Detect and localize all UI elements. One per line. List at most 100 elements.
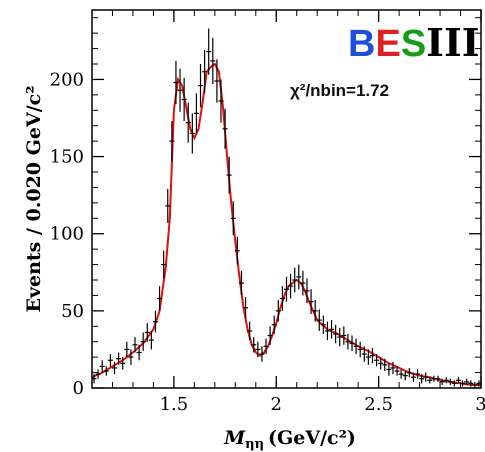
data-point	[435, 375, 441, 382]
data-point	[374, 354, 380, 367]
data-point	[365, 349, 371, 365]
data-point	[394, 366, 400, 376]
data-point	[140, 332, 146, 351]
data-point	[419, 374, 425, 384]
chi2-annotation: χ²/nbin=1.72	[290, 81, 389, 100]
plot-frame	[91, 9, 482, 389]
x-tick-label: 1.5	[160, 394, 189, 415]
data-point	[312, 300, 318, 322]
data-point	[337, 327, 343, 347]
axis-ticks	[91, 10, 482, 389]
data-point	[275, 300, 281, 322]
data-point	[243, 296, 249, 319]
data-point	[263, 338, 269, 355]
data-point	[165, 188, 171, 223]
data-point	[304, 278, 310, 304]
data-point	[247, 321, 253, 341]
data-point	[386, 363, 392, 376]
data-point	[472, 381, 478, 388]
data-point	[329, 320, 335, 339]
x-tick-label: 2	[271, 394, 282, 415]
fit-layer	[91, 62, 481, 386]
data-point	[460, 380, 466, 387]
data-point	[234, 236, 240, 265]
data-point	[255, 341, 261, 358]
data-point	[214, 59, 220, 103]
data-point	[369, 347, 375, 364]
data-point	[410, 372, 416, 382]
data-point	[296, 264, 302, 290]
fit-curve	[91, 62, 481, 386]
logo-letter-e: E	[375, 23, 400, 65]
data-point	[210, 37, 216, 85]
data-point	[169, 121, 175, 162]
data-points-layer	[91, 28, 482, 388]
x-axis-title-sub: ηη	[245, 437, 264, 452]
data-point	[316, 309, 322, 331]
data-point	[222, 108, 228, 149]
logo-letter-b: B	[348, 23, 375, 65]
data-point	[185, 102, 191, 143]
logo-letters-iii: III	[426, 20, 479, 65]
data-point	[464, 378, 470, 385]
data-point	[324, 321, 330, 341]
data-point	[181, 77, 187, 122]
x-axis-title-unit: (GeV/c²)	[268, 427, 356, 449]
data-point	[230, 201, 236, 236]
data-point	[447, 378, 453, 385]
data-point	[112, 361, 118, 375]
data-point	[341, 326, 347, 345]
y-tick-label: 200	[50, 69, 84, 90]
data-point	[267, 326, 273, 345]
y-tick-label: 0	[73, 378, 84, 399]
data-point	[206, 28, 212, 75]
data-point	[189, 113, 195, 154]
data-point	[271, 315, 277, 334]
y-tick-label: 100	[50, 224, 84, 245]
svg-text:BESIII: BESIII	[348, 20, 480, 65]
data-point	[292, 267, 298, 293]
data-point	[103, 366, 109, 376]
tick-labels: 1.5 2 2.5 3 0 50 100 150 200	[50, 69, 485, 415]
data-point	[443, 377, 449, 384]
data-point	[173, 60, 179, 105]
logo-letter-s: S	[401, 23, 426, 65]
data-point	[382, 358, 388, 372]
data-point	[238, 270, 244, 296]
data-point	[124, 341, 130, 358]
data-point	[349, 335, 355, 351]
x-axis-title-main: M	[223, 427, 246, 449]
data-point	[390, 361, 396, 375]
data-point	[198, 64, 204, 108]
data-point	[259, 346, 265, 362]
x-tick-label: 3	[475, 394, 485, 415]
data-point	[132, 337, 138, 353]
data-point	[136, 344, 142, 361]
data-point	[451, 380, 457, 387]
y-axis-title: Events / 0.020 GeV/c²	[23, 85, 45, 312]
data-point	[378, 357, 384, 370]
data-point	[427, 377, 433, 384]
x-axis-title: Mηη (GeV/c²)	[223, 427, 356, 452]
data-point	[148, 330, 154, 350]
data-point	[251, 337, 257, 353]
data-point	[95, 369, 101, 379]
data-point	[99, 360, 105, 373]
y-tick-label: 150	[50, 147, 84, 168]
data-point	[202, 50, 208, 94]
data-point	[161, 250, 167, 279]
data-point	[353, 338, 359, 355]
data-point	[398, 369, 404, 379]
data-point	[406, 367, 412, 378]
data-point	[120, 357, 126, 370]
data-point	[107, 354, 113, 367]
data-point	[157, 286, 163, 311]
data-point	[288, 273, 294, 299]
data-point	[116, 352, 122, 365]
data-point	[193, 93, 199, 134]
x-tick-label: 2.5	[364, 394, 393, 415]
data-point	[320, 315, 326, 334]
data-point	[144, 323, 150, 342]
besiii-logo: BESIII	[348, 20, 480, 65]
